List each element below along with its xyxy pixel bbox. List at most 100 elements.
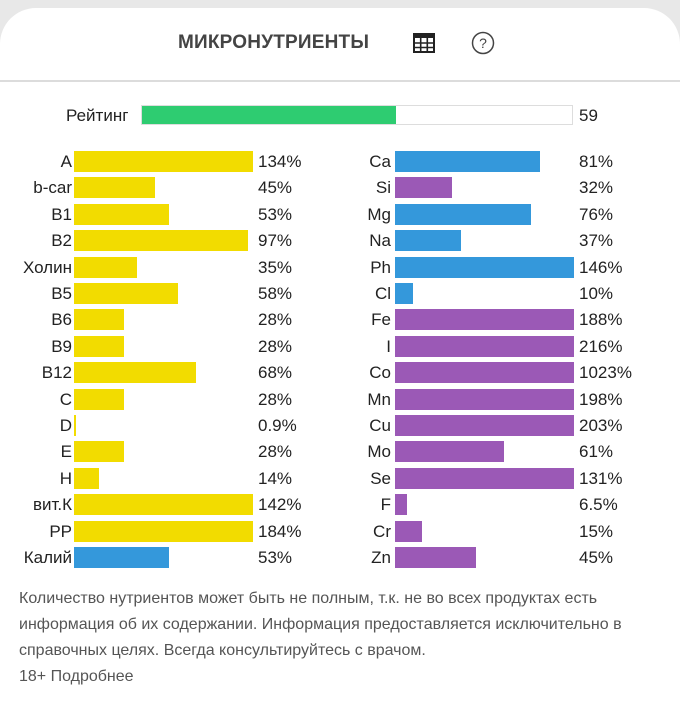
nutrient-bar xyxy=(74,494,253,516)
nutrient-label: B6 xyxy=(51,310,72,330)
svg-text:?: ? xyxy=(479,35,487,51)
nutrient-row: Mo 61% xyxy=(0,441,680,463)
nutrient-value: 53% xyxy=(258,204,293,224)
nutrient-row: Zn 45% xyxy=(0,547,680,569)
more-link[interactable]: 18+ Подробнее xyxy=(19,668,134,685)
nutrient-row: Холин 35% xyxy=(0,256,680,279)
nutrient-value: 0.9% xyxy=(258,416,297,435)
nutrient-value: 28% xyxy=(258,442,293,462)
nutrient-value: 15% xyxy=(579,521,614,541)
nutrient-row: B6 28% xyxy=(0,309,680,331)
nutrient-label: B9 xyxy=(51,336,72,356)
help-circle-icon[interactable]: ? xyxy=(471,31,495,55)
nutrient-row: F 6.5% xyxy=(0,494,680,516)
nutrient-value: 14% xyxy=(258,468,293,488)
nutrient-row: вит.К 142% xyxy=(0,494,680,516)
nutrient-value: 131% xyxy=(579,468,623,488)
rating-value: 59 xyxy=(579,106,598,125)
nutrient-row: PP 184% xyxy=(0,520,680,543)
nutrient-value: 216% xyxy=(579,336,623,356)
nutrient-bar xyxy=(74,520,253,542)
nutrient-row: b-car 45% xyxy=(0,177,680,199)
rating-label: Рейтинг xyxy=(66,106,129,125)
nutrient-label: B2 xyxy=(51,231,72,251)
nutrient-bar xyxy=(395,256,574,278)
nutrient-row: Ca 81% xyxy=(0,151,680,173)
nutrient-label: Cu xyxy=(369,416,391,435)
nutrient-bar xyxy=(74,441,125,463)
nutrient-bar xyxy=(395,151,540,172)
nutrient-bar xyxy=(395,494,407,516)
micronutrients-card: МИКРОНУТРИЕНТЫ ? Рейтинг 59 A 134% b-car 45… xyxy=(0,8,680,708)
nutrient-label: Холин xyxy=(22,257,72,277)
nutrient-label: Se xyxy=(370,468,391,488)
nutrient-bar xyxy=(395,230,462,252)
nutrient-value: 184% xyxy=(258,521,302,541)
nutrient-label: H xyxy=(59,468,72,488)
nutrient-label: Cl xyxy=(374,284,391,303)
nutrient-label: Mg xyxy=(367,204,391,224)
nutrient-value: 10% xyxy=(579,284,614,303)
nutrient-label: B12 xyxy=(41,363,72,383)
nutrient-value: 45% xyxy=(258,178,293,198)
nutrient-bar xyxy=(74,547,169,568)
nutrient-value: 1023% xyxy=(579,363,632,383)
nutrient-bar xyxy=(74,203,169,225)
nutrient-value: 134% xyxy=(258,152,302,171)
nutrient-label: вит.К xyxy=(32,495,72,515)
nutrient-row: E 28% xyxy=(0,441,680,463)
nutrient-value: 53% xyxy=(258,548,293,567)
nutrient-label: A xyxy=(60,152,72,171)
nutrient-label: Mo xyxy=(367,442,391,462)
nutrient-label: C xyxy=(59,389,72,409)
nutrient-row: H 14% xyxy=(0,467,680,490)
nutrient-row: B1 53% xyxy=(0,203,680,226)
nutrient-value: 146% xyxy=(579,257,623,277)
nutrient-label: F xyxy=(380,495,391,515)
nutrient-label: Fe xyxy=(371,310,391,330)
nutrient-bar xyxy=(74,230,248,252)
card-header: МИКРОНУТРИЕНТЫ ? xyxy=(0,8,680,82)
nutrient-bar xyxy=(395,467,574,489)
nutrient-value: 35% xyxy=(258,257,293,277)
nutrient-row: Cl 10% xyxy=(0,283,680,305)
nutrient-row: C 28% xyxy=(0,388,680,411)
nutrient-bar xyxy=(395,388,574,410)
nutrient-row: Mn 198% xyxy=(0,388,680,411)
nutrient-value: 198% xyxy=(579,389,623,409)
nutrient-bar xyxy=(74,283,178,304)
nutrient-bar xyxy=(74,256,137,278)
nutrient-value: 188% xyxy=(579,310,623,330)
nutrient-row: Cu 203% xyxy=(0,415,680,437)
nutrient-bar xyxy=(74,335,125,357)
table-icon[interactable] xyxy=(413,33,435,53)
nutrient-value: 28% xyxy=(258,310,293,330)
nutrient-value: 142% xyxy=(258,495,302,515)
nutrient-value: 81% xyxy=(579,152,614,171)
nutrient-value: 6.5% xyxy=(579,495,618,515)
disclaimer-note: Количество нутриентов может быть не полн… xyxy=(19,586,669,690)
nutrient-bar xyxy=(395,520,422,542)
nutrient-value: 61% xyxy=(579,442,614,462)
nutrient-label: Na xyxy=(369,231,391,251)
nutrient-label: Калий xyxy=(23,548,72,567)
nutrient-label: Co xyxy=(369,363,391,383)
nutrient-label: D xyxy=(59,416,72,435)
nutrient-label: b-car xyxy=(33,178,72,198)
nutrient-row: Калий 53% xyxy=(0,547,680,569)
nutrient-bar xyxy=(395,203,532,225)
nutrient-bar xyxy=(395,283,413,304)
nutrient-bar xyxy=(395,309,574,331)
nutrient-value: 76% xyxy=(579,204,614,224)
nutrient-value: 45% xyxy=(579,548,614,567)
nutrient-row: Cr 15% xyxy=(0,520,680,543)
nutrient-row: Si 32% xyxy=(0,177,680,199)
nutrient-value: 28% xyxy=(258,336,293,356)
nutrient-label: Mn xyxy=(367,389,391,409)
nutrient-label: PP xyxy=(49,521,72,541)
nutrient-label: Si xyxy=(375,178,391,198)
nutrient-label: Zn xyxy=(371,548,391,567)
nutrient-row: B9 28% xyxy=(0,335,680,358)
nutrient-bar xyxy=(74,388,125,410)
nutrient-label: E xyxy=(60,442,72,462)
